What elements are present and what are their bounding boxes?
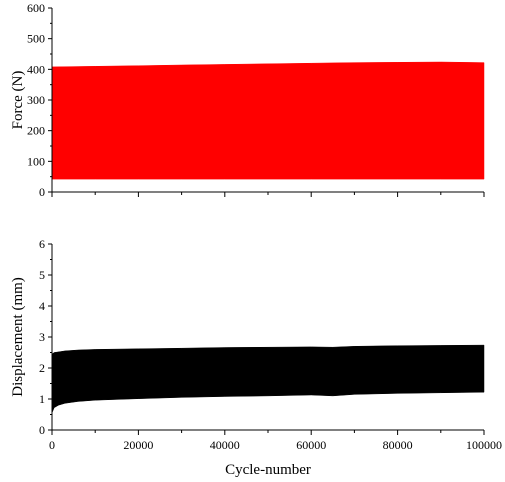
displacement-x-tick-label: 20000 bbox=[123, 438, 153, 452]
displacement-y-tick-label: 4 bbox=[39, 299, 45, 313]
displacement-y-tick-label: 2 bbox=[39, 361, 45, 375]
force-y-tick-label: 100 bbox=[27, 154, 45, 168]
force-y-tick-label: 600 bbox=[27, 1, 45, 15]
displacement-y-tick-label: 0 bbox=[39, 423, 45, 437]
displacement-x-tick-label: 60000 bbox=[296, 438, 326, 452]
displacement-y-tick-label: 1 bbox=[39, 392, 45, 406]
displacement-x-tick-label: 0 bbox=[49, 438, 55, 452]
force-series-0-band bbox=[51, 61, 485, 180]
force-y-tick-label: 400 bbox=[27, 62, 45, 76]
displacement-chart-panel: 0 1 2 3 4 5 6 0 20000 40000 60000 80000 100000 Displa… bbox=[10, 237, 502, 478]
force-y-tick-label: 300 bbox=[27, 93, 45, 107]
displacement-y-tick-label: 3 bbox=[39, 330, 45, 344]
displacement-series-0-band bbox=[51, 344, 485, 413]
force-y-tick-label: 200 bbox=[27, 124, 45, 138]
displacement-x-tick-label: 100000 bbox=[466, 438, 502, 452]
displacement-y-tick-label: 6 bbox=[39, 237, 45, 251]
force-y-axis-title: Force (N) bbox=[10, 71, 26, 130]
force-y-tick-label: 500 bbox=[27, 32, 45, 46]
force-chart-panel: 0 100 200 300 400 500 600 Force (N) bbox=[10, 1, 485, 199]
displacement-x-tick-label: 40000 bbox=[210, 438, 240, 452]
displacement-y-tick-label: 5 bbox=[39, 268, 45, 282]
displacement-y-axis-title: Displacement (mm) bbox=[10, 277, 26, 397]
force-y-tick-label: 0 bbox=[39, 185, 45, 199]
displacement-x-axis-title: Cycle-number bbox=[225, 462, 311, 478]
displacement-x-tick-label: 80000 bbox=[383, 438, 413, 452]
